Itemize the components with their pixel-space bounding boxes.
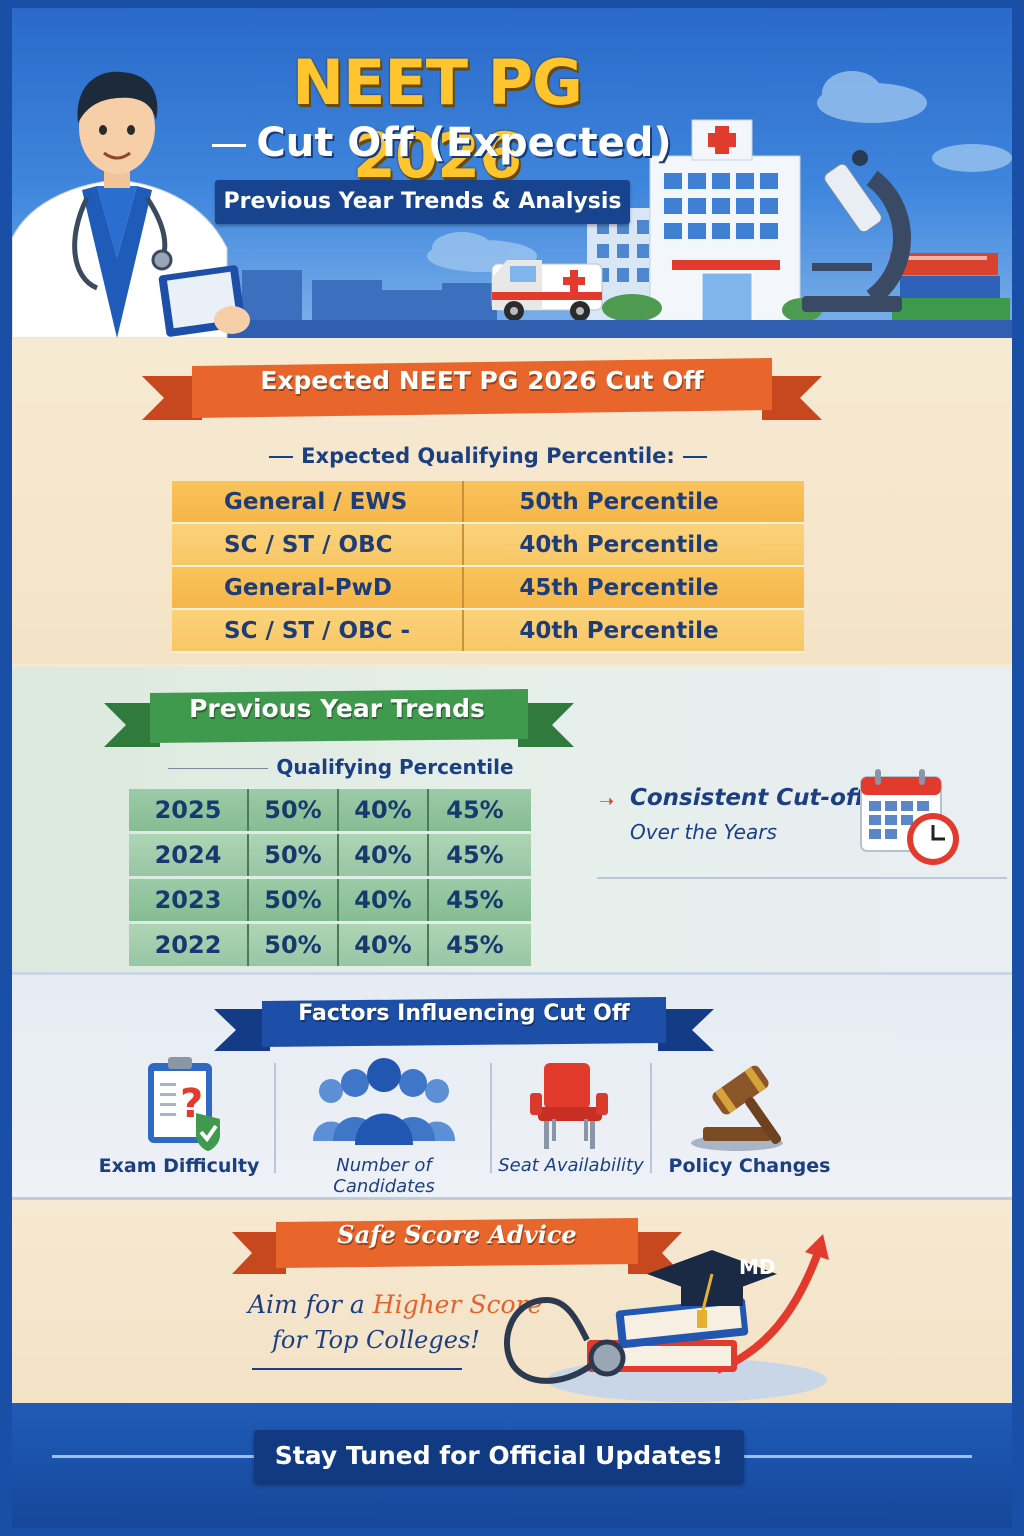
percentile-cell: 40th Percentile: [519, 532, 719, 558]
percentile-cell: 40th Percentile: [519, 618, 719, 644]
factor-label: Policy Changes: [668, 1155, 831, 1177]
percentile-cell: 45th Percentile: [519, 575, 719, 601]
value-cell: 40%: [339, 924, 429, 966]
table-row: 2024 50% 40% 45%: [129, 834, 531, 876]
value-cell: 40%: [339, 879, 429, 921]
subtitle-text: Cut Off (Expected): [256, 120, 672, 166]
factor-seat-availability: Seat Availability: [496, 1047, 646, 1187]
factor-number-of-candidates: Number of Candidates: [284, 1047, 484, 1197]
factors-banner-title: Factors Influencing Cut Off: [298, 1001, 630, 1026]
trends-table: 2025 50% 40% 45% 2024 50% 40% 45% 2023 5…: [129, 789, 531, 969]
trends-subheading: Qualifying Percentile: [112, 755, 562, 803]
note-line-2: Over the Years: [630, 820, 777, 844]
table-row: General / EWS 50th Percentile: [172, 481, 804, 524]
people-group-icon: [313, 1058, 455, 1145]
advice-underline: [252, 1368, 462, 1370]
value-cell: 40%: [339, 834, 429, 876]
dash-left: [212, 143, 247, 147]
value-cell: 45%: [446, 886, 504, 914]
category-cell: General-PwD: [172, 567, 464, 608]
expected-cutoff-table: General / EWS 50th Percentile SC / ST / …: [172, 481, 804, 687]
footer: Stay Tuned for Official Updates!: [12, 1403, 1012, 1528]
factor-label: Number of Candidates: [333, 1155, 435, 1197]
category-cell: SC / ST / OBC: [172, 524, 464, 565]
previous-trends-section: Previous Year Trends Qualifying Percenti…: [12, 664, 1012, 972]
safe-score-section: Safe Score Advice Aim for a Higher Score…: [12, 1197, 1012, 1403]
footer-line-right: [744, 1455, 972, 1458]
books-cap-stethoscope-illustration: MD: [504, 1234, 829, 1402]
gavel-icon: [690, 1065, 783, 1151]
factor-label: Exam Difficulty: [98, 1155, 260, 1177]
year-cell: 2025: [129, 789, 249, 831]
value-cell: 50%: [249, 834, 339, 876]
expected-banner-title: Expected NEET PG 2026 Cut Off: [260, 366, 704, 395]
category-cell: SC / ST / OBC - PwD: [172, 610, 464, 687]
header: NEET PG 2026 Cut Off (Expected) Previous…: [12, 8, 1012, 338]
factor-exam-difficulty: ? Exam Difficulty: [94, 1047, 264, 1187]
table-row: General-PwD 45th Percentile: [172, 567, 804, 610]
value-cell: 50%: [249, 924, 339, 966]
factor-divider: [490, 1063, 492, 1173]
header-illustration: [12, 71, 1012, 338]
advice-line-2: for Top Colleges!: [272, 1326, 480, 1354]
clipboard-question-icon: ?: [148, 1057, 220, 1151]
green-banner-ribbon: [104, 689, 574, 747]
table-row: 2025 50% 40% 45%: [129, 789, 531, 831]
advice-banner-title: Safe Score Advice: [337, 1220, 577, 1249]
factor-divider: [274, 1063, 276, 1173]
table-row: SC / ST / OBC - PwD 40th Percentile: [172, 610, 804, 687]
subtitle: Cut Off (Expected): [202, 120, 672, 212]
year-cell: 2024: [129, 834, 249, 876]
value-cell: 45%: [446, 931, 504, 959]
value-cell: 50%: [249, 879, 339, 921]
value-cell: 45%: [446, 796, 504, 824]
cap-label: MD: [739, 1255, 776, 1279]
expected-subheading: Expected Qualifying Percentile:: [172, 444, 804, 468]
value-cell: 40%: [339, 789, 429, 831]
doctor-illustration: [12, 71, 250, 338]
orange-banner-ribbon: [232, 1218, 682, 1274]
factor-divider: [650, 1063, 652, 1173]
trends-banner-title: Previous Year Trends: [189, 694, 485, 723]
blue-banner-ribbon: [214, 997, 714, 1051]
year-cell: 2022: [129, 924, 249, 966]
footer-ribbon: Stay Tuned for Official Updates!: [254, 1430, 744, 1482]
percentile-cell: 50th Percentile: [519, 489, 719, 515]
table-row: 2023 50% 40% 45%: [129, 879, 531, 921]
category-cell: General / EWS: [172, 481, 464, 522]
factor-policy-changes: Policy Changes: [662, 1047, 837, 1187]
value-cell: 50%: [249, 789, 339, 831]
table-row: 2022 50% 40% 45%: [129, 924, 531, 966]
consistency-note: ➝ Consistent Cut-offs Over the Years: [597, 755, 1007, 879]
calendar-clock-icon: [860, 769, 959, 865]
expected-cutoff-section: Expected NEET PG 2026 Cut Off Expected Q…: [12, 338, 1012, 687]
table-row: SC / ST / OBC 40th Percentile: [172, 524, 804, 567]
arrow-right-icon: ➝: [599, 791, 615, 812]
orange-banner-ribbon: [142, 358, 822, 420]
value-cell: 45%: [446, 841, 504, 869]
factors-section: Factors Influencing Cut Off ? Exam Diffi…: [12, 972, 1012, 1197]
footer-line-left: [52, 1455, 254, 1458]
main-title: NEET PG 2026: [292, 46, 583, 192]
tagline-ribbon: Previous Year Trends & Analysis: [215, 180, 630, 224]
chair-icon: [530, 1063, 608, 1149]
infographic-frame: NEET PG 2026 Cut Off (Expected) Previous…: [12, 8, 1012, 1528]
factor-label: Seat Availability: [498, 1155, 644, 1176]
year-cell: 2023: [129, 879, 249, 921]
note-line-1: Consistent Cut-offs: [630, 785, 879, 811]
